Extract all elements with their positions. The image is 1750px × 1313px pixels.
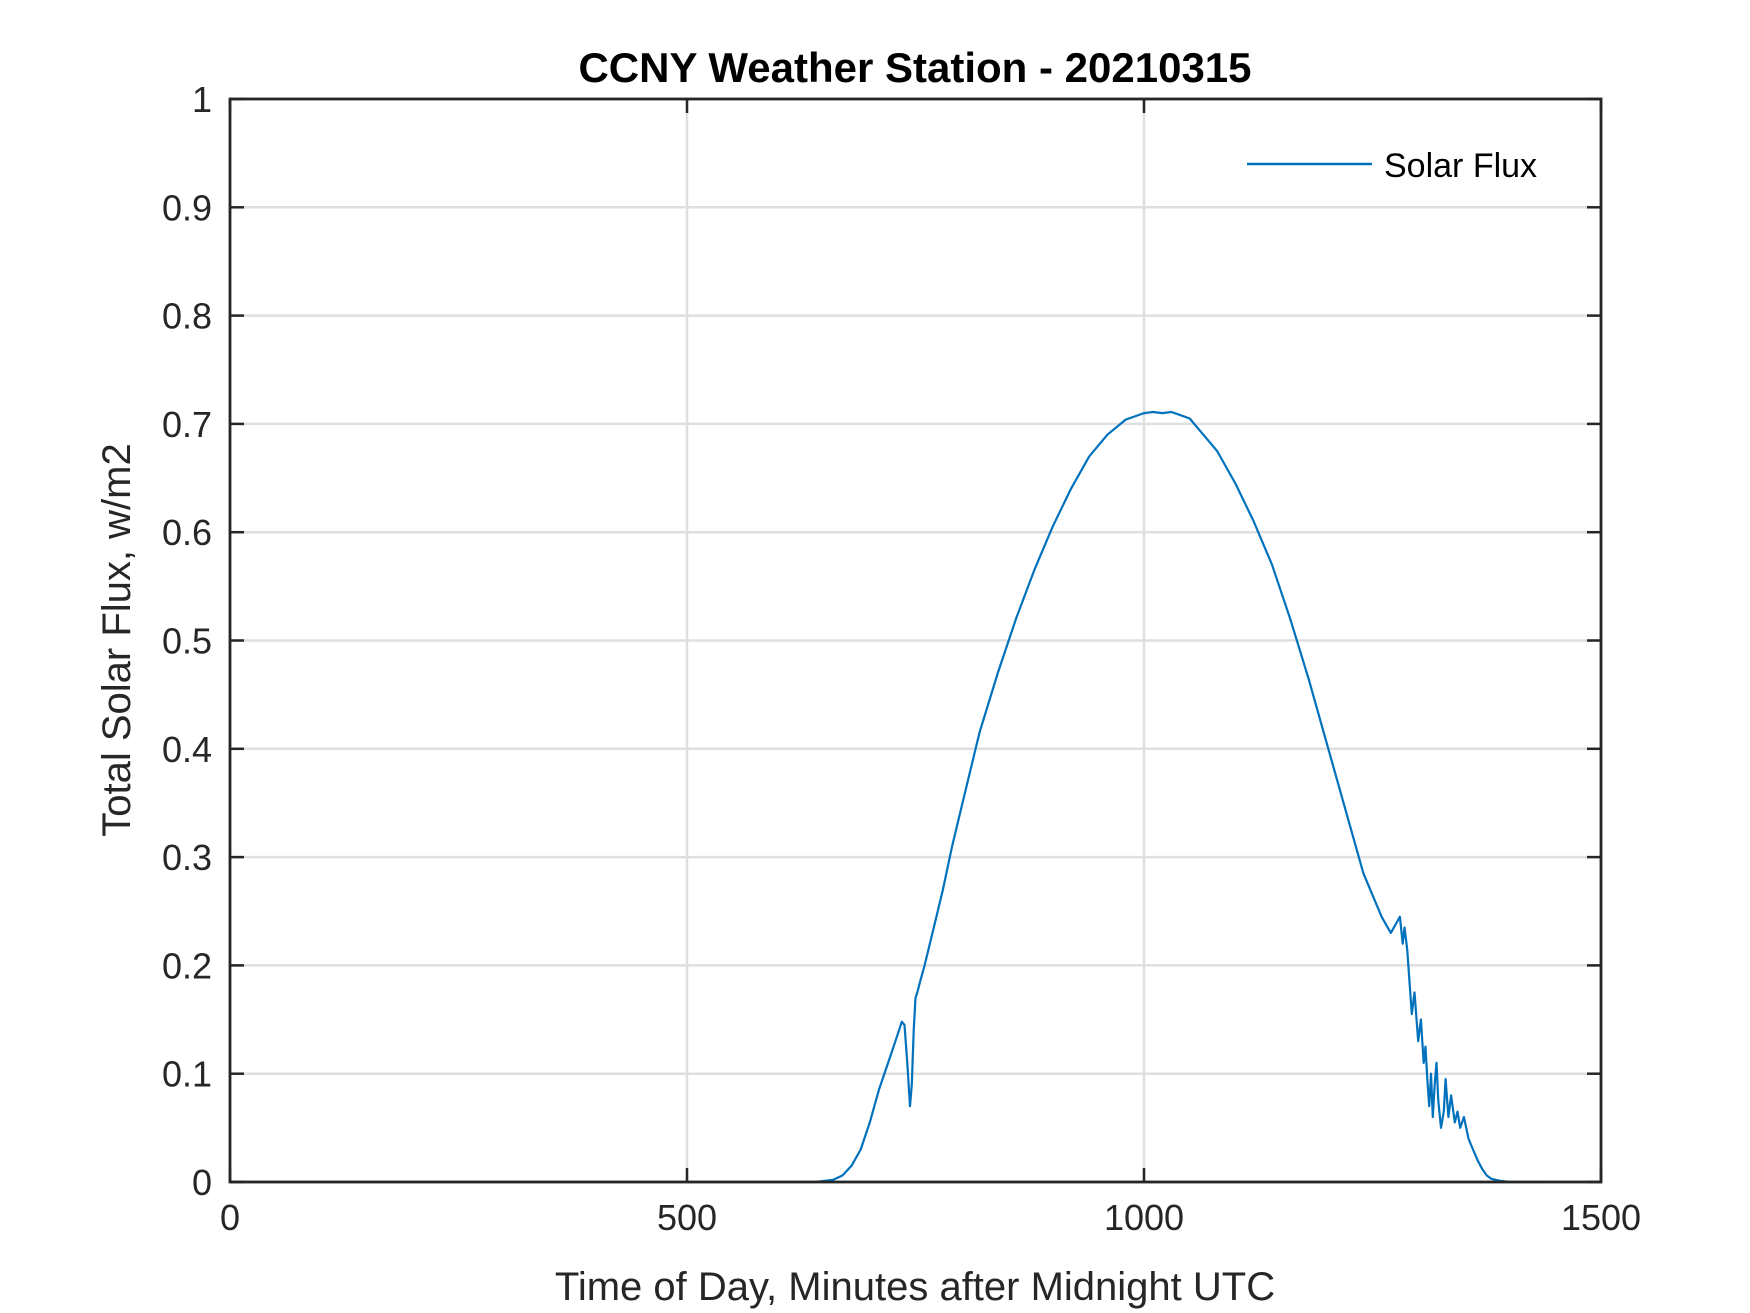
legend-label-solar-flux: Solar Flux <box>1384 147 1537 185</box>
y-tick-label: 0.1 <box>162 1054 212 1095</box>
axes-frame <box>228 97 1603 1184</box>
y-tick-labels: 0 0.1 0.2 0.3 0.4 0.5 0.6 0.7 0.8 0.9 1 <box>162 79 212 1203</box>
x-tick-label: 1000 <box>1104 1197 1184 1238</box>
x-tick-label: 0 <box>220 1197 240 1238</box>
y-tick-label: 0.8 <box>162 296 212 337</box>
y-tick-label: 0.7 <box>162 404 212 445</box>
y-tick-label: 0.6 <box>162 512 212 553</box>
y-tick-label: 0.9 <box>162 187 212 228</box>
x-axis-label: Time of Day, Minutes after Midnight UTC <box>555 1265 1275 1309</box>
y-tick-label: 0.4 <box>162 729 212 770</box>
chart-title: CCNY Weather Station - 20210315 <box>578 44 1251 91</box>
x-tick-label: 1500 <box>1561 1197 1641 1238</box>
y-tick-label: 0.3 <box>162 837 212 878</box>
y-axis-label: Total Solar Flux, w/m2 <box>95 443 139 836</box>
y-tick-label: 0.5 <box>162 621 212 662</box>
x-tick-label: 500 <box>657 1197 717 1238</box>
y-tick-label: 0.2 <box>162 945 212 986</box>
x-tick-labels: 0 500 1000 1500 <box>220 1197 1641 1238</box>
y-tick-label: 1 <box>192 79 212 120</box>
y-tick-label: 0 <box>192 1162 212 1203</box>
legend: Solar Flux <box>1247 147 1537 185</box>
series-group <box>230 410 1547 1184</box>
series-line-solar-flux <box>230 410 1547 1184</box>
